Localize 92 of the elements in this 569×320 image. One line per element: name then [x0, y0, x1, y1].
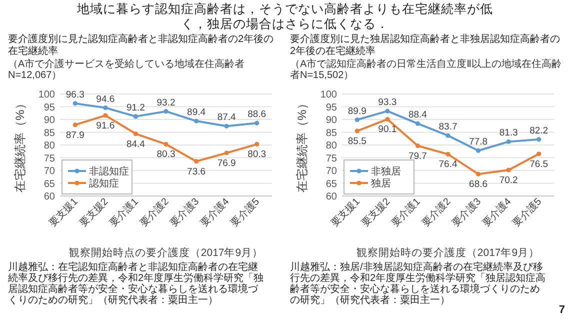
data-label: 93.3	[378, 97, 397, 108]
data-label: 87.4	[217, 112, 236, 124]
data-label: 89.9	[348, 106, 366, 117]
data-label: 84.4	[126, 138, 145, 150]
point	[194, 159, 199, 164]
chart-subtitle: （A市で介護サービスを受給している地域在住高齢者N=12,067）	[8, 59, 246, 81]
point	[224, 124, 229, 128]
data-label: 76.4	[438, 159, 458, 170]
y-tick-label: 65	[44, 178, 56, 190]
y-tick-label: 100	[320, 90, 338, 100]
y-axis-title: 在宅継続率（%）	[295, 98, 309, 192]
point	[415, 143, 420, 148]
y-tick-label: 60	[326, 192, 338, 202]
legend-label: 認知症	[89, 178, 119, 190]
y-axis-title: 在宅継続率（%）	[13, 98, 27, 192]
point	[446, 152, 450, 156]
point	[103, 113, 108, 118]
data-label: 76.9	[217, 158, 236, 169]
point	[72, 122, 78, 128]
point	[536, 137, 542, 142]
text: 7	[558, 304, 565, 316]
point	[415, 121, 420, 126]
y-tick-label: 95	[44, 102, 56, 114]
data-label: 85.5	[348, 136, 366, 147]
legend-label: 非認知症	[89, 166, 129, 178]
point	[133, 131, 138, 136]
data-label: 89.4	[187, 107, 206, 118]
y-tick-label: 60	[44, 192, 56, 202]
y-tick-label: 95	[326, 102, 338, 114]
x-axis-title: 観察開始時の要介護度（2017年9月）	[356, 246, 540, 259]
y-tick-label: 80	[326, 140, 338, 152]
data-label: 93.2	[156, 97, 176, 108]
x-tick-label: 要介護5	[228, 195, 262, 230]
point	[476, 172, 481, 176]
point	[224, 150, 229, 156]
y-tick-label: 70	[326, 166, 338, 177]
chart-subtitle: （A市で認知症高齢者の日常生活自立度Ⅱ以上の地域在住高齢者N=15,502）	[290, 59, 562, 81]
point	[164, 142, 168, 147]
x-axis-title: 観察開始時点の要介護度（2017年9月）	[68, 246, 264, 259]
data-label: 68.6	[469, 179, 488, 190]
legend-label: 独居	[371, 178, 391, 190]
data-label: 88.4	[408, 110, 427, 121]
y-tick-label: 75	[326, 153, 338, 164]
data-label: 91.6	[96, 120, 115, 132]
y-tick-label: 80	[44, 140, 56, 152]
point	[103, 105, 108, 110]
data-label: 96.3	[66, 89, 84, 100]
data-label: 82.2	[530, 125, 548, 136]
point	[254, 142, 260, 147]
y-tick-label: 90	[44, 115, 56, 126]
data-label: 88.6	[248, 109, 266, 120]
point	[385, 116, 390, 122]
point	[133, 114, 138, 119]
point	[354, 128, 360, 134]
data-label: 94.6	[96, 94, 115, 105]
data-label: 91.2	[126, 102, 145, 114]
point	[506, 168, 511, 172]
data-label: 70.2	[499, 174, 518, 186]
y-tick-label: 85	[44, 128, 56, 139]
point	[164, 109, 168, 114]
text: 地域に暮らす認知症高齢者は，そうでない高齢者よりも在宅継続率が低く，独居の場合はさらに低くなる．	[76, 2, 494, 32]
data-label: 77.8	[469, 136, 488, 148]
point	[536, 152, 542, 156]
data-label: 80.3	[248, 149, 266, 160]
data-label: 83.7	[438, 122, 458, 133]
data-label: 79.7	[408, 150, 427, 162]
data-label: 73.6	[187, 166, 206, 178]
point	[72, 101, 78, 106]
y-tick-label: 65	[326, 178, 338, 190]
y-tick-label: 90	[326, 115, 338, 126]
legend-label: 非独居	[371, 166, 401, 178]
y-tick-label: 70	[44, 166, 56, 177]
y-tick-label: 75	[44, 153, 56, 164]
text: 川越雅弘：在宅認知症高齢者と非認知症高齢者の在宅継続率及び移行先の差異，令和2年度厚生労働科学研究「独居認知症高齢者等が安全・安心な暮らしを送れる環境づくりのための研究」（研究代表者：粟田主一）	[8, 262, 265, 306]
chart-title: 要介護度別に見た独居認知症高齢者と非独居認知症高齢者の2年後の在宅継続率	[290, 34, 561, 58]
point	[354, 117, 360, 122]
point	[476, 148, 481, 153]
data-label: 87.9	[66, 130, 84, 141]
data-label: 81.3	[499, 128, 518, 139]
data-label: 80.3	[156, 149, 176, 160]
point	[506, 139, 511, 144]
text: 川越雅弘：独居/非独居認知症高齢者の在宅継続率及び移行先の差異，令和2年度厚生労働科学研究「独居認知症高齢者等が安全・安心な暮らしを送れる環境づくりのための研究」（研究代表者：粟田主一）	[290, 262, 547, 306]
chart-title: 要介護度別に見た認知症高齢者と非認知症高齢者の2年後の在宅継続率	[8, 34, 275, 58]
point	[385, 108, 390, 114]
data-label: 90.1	[378, 124, 397, 136]
x-tick-label: 要介護5	[510, 195, 544, 230]
point	[254, 120, 260, 126]
data-label: 76.5	[530, 158, 548, 170]
point	[194, 118, 199, 124]
y-tick-label: 100	[38, 90, 56, 100]
point	[446, 133, 450, 138]
y-tick-label: 85	[326, 128, 338, 139]
